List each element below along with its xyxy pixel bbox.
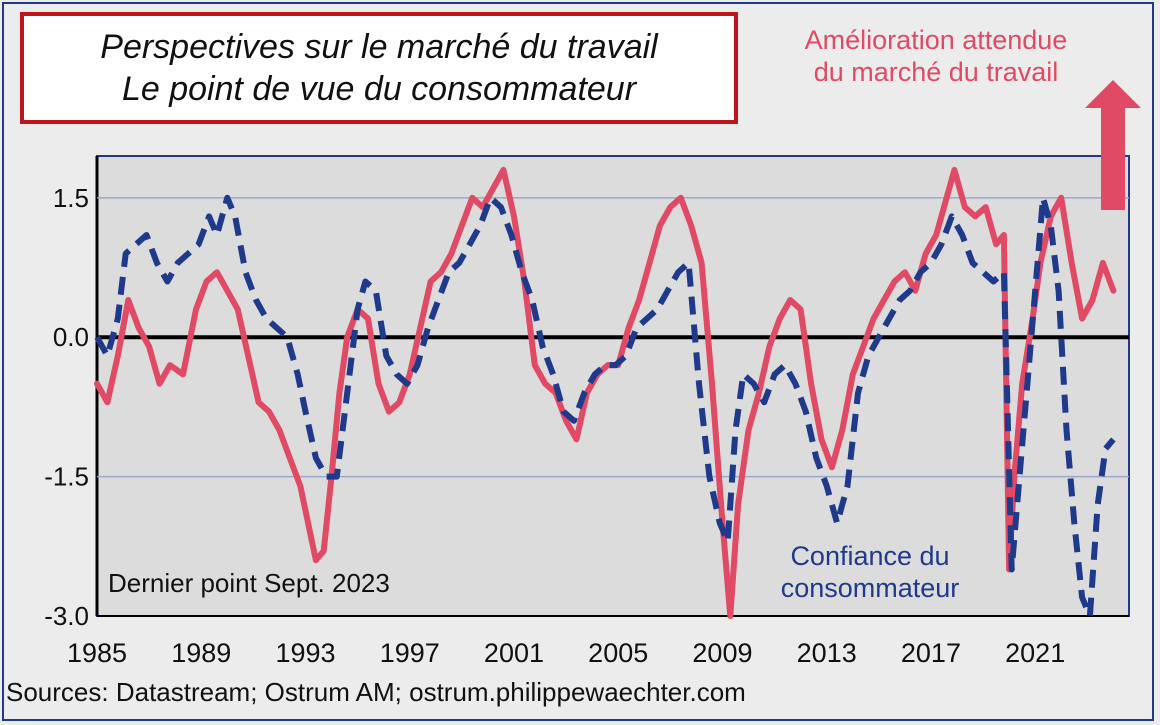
x-tick-label: 2021 bbox=[1005, 638, 1065, 668]
up-arrow-head-icon bbox=[1085, 80, 1141, 108]
y-tick-label: -1.5 bbox=[44, 462, 89, 492]
series-consumer-confidence-line bbox=[94, 194, 1116, 619]
expected-improvement-line-2: du marché du travail bbox=[813, 57, 1059, 87]
consumer-confidence-line-1: Confiance du bbox=[790, 541, 950, 571]
x-tick-label: 1993 bbox=[275, 638, 335, 668]
title-box: Perspectives sur le marché du travail Le… bbox=[20, 12, 738, 124]
x-tick-label: 2001 bbox=[484, 638, 544, 668]
chart-subtitle: Le point de vue du consommateur bbox=[121, 70, 637, 108]
x-tick-label: 1985 bbox=[67, 638, 127, 668]
x-tick-label: 2013 bbox=[797, 638, 857, 668]
x-tick-label: 2009 bbox=[692, 638, 752, 668]
y-tick-label: 0.0 bbox=[53, 322, 89, 352]
sources-note: Sources: Datastream; Ostrum AM; ostrum.p… bbox=[6, 677, 746, 707]
y-tick-label: 1.5 bbox=[53, 183, 89, 213]
y-tick-label: -3.0 bbox=[44, 601, 89, 631]
plot-area bbox=[96, 155, 1130, 617]
up-arrow-icon bbox=[1091, 105, 1140, 210]
expected-improvement-line-1: Amélioration attendue bbox=[804, 25, 1068, 55]
x-tick-label: 1989 bbox=[171, 638, 231, 668]
expected-improvement-annotation: Amélioration attendue du marché du trava… bbox=[756, 24, 1116, 88]
consumer-confidence-line-2: consommateur bbox=[780, 573, 960, 603]
last-point-note: Dernier point Sept. 2023 bbox=[108, 568, 390, 598]
x-tick-label: 2005 bbox=[588, 638, 648, 668]
chart-title: Perspectives sur le marché du travail bbox=[100, 28, 658, 66]
consumer-confidence-annotation: Confiance du consommateur bbox=[740, 540, 1000, 604]
x-tick-label: 1997 bbox=[380, 638, 440, 668]
x-tick-label: 2017 bbox=[901, 638, 961, 668]
